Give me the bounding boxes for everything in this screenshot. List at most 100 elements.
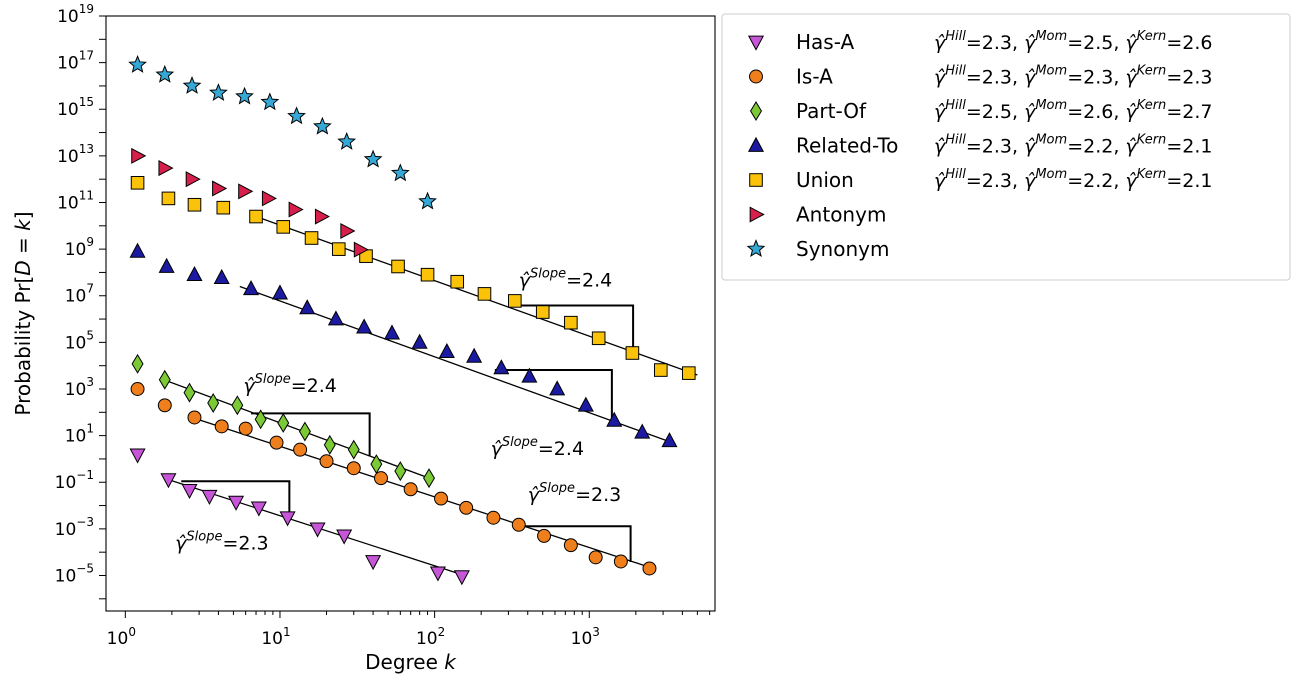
is-a-point xyxy=(537,528,552,543)
antonym-point xyxy=(288,201,304,218)
union-point xyxy=(477,287,492,301)
y-tick-label: 107 xyxy=(65,282,94,307)
has-a-point xyxy=(453,570,470,586)
antonym-point xyxy=(353,241,369,258)
synonym-point xyxy=(312,116,332,135)
related-to-point xyxy=(356,318,373,334)
related-to-point xyxy=(466,347,483,363)
y-tick-label: 101 xyxy=(65,422,94,447)
union-point xyxy=(653,363,668,377)
is-a-point xyxy=(130,382,145,396)
is-a-point xyxy=(613,554,628,569)
part-of-point xyxy=(423,468,436,489)
related-to-point xyxy=(213,268,230,284)
antonym-point xyxy=(261,190,277,207)
is-a-point xyxy=(187,410,202,425)
related-to-point xyxy=(634,423,651,439)
plot-area-frame xyxy=(105,15,716,612)
legend-estimates-is-a: γ̂Hill=2.3, γ̂Mom=2.3, γ̂Kern=2.3 xyxy=(934,64,1212,89)
related-to-point xyxy=(661,432,678,448)
legend-label-union: Union xyxy=(796,168,854,192)
legend: Has-A γ̂Hill=2.3, γ̂Mom=2.5, γ̂Kern=2.6 Is… xyxy=(721,13,1291,281)
has-a-point xyxy=(181,483,198,500)
antonym-point xyxy=(314,208,331,225)
union-point xyxy=(249,209,263,224)
y-axis: 10−5 10−3 10−1 101 103 105 107 109 1011 1013 1015 1… xyxy=(55,2,106,600)
has-a-point xyxy=(309,522,326,538)
legend-box xyxy=(721,13,1291,281)
related-to-point xyxy=(438,342,455,359)
union-slope-triangle xyxy=(514,304,635,348)
union-point xyxy=(625,346,640,360)
related-to-point xyxy=(493,359,510,375)
related-to-point xyxy=(186,265,203,282)
has-a-point xyxy=(228,495,245,511)
union-point xyxy=(276,220,291,234)
part-of-point xyxy=(254,409,267,430)
x-tick-label: 100 xyxy=(107,625,136,649)
union-point xyxy=(331,242,346,256)
x-axis: 100 101 102 103 xyxy=(107,611,711,649)
is-a-point xyxy=(374,471,388,486)
y-tick-label: 1019 xyxy=(57,2,94,27)
has-a-point xyxy=(201,489,218,505)
y-tick-label: 10−5 xyxy=(55,561,94,586)
is-a-point xyxy=(434,491,449,506)
antonym-point xyxy=(158,160,174,177)
synonym-point xyxy=(182,76,202,94)
part-of-point xyxy=(394,461,407,482)
part-of-point xyxy=(323,434,336,455)
legend-label-synonym: Synonym xyxy=(796,237,889,261)
union-point xyxy=(420,267,435,282)
related-to-slope-label: γ̂Slope=2.4 xyxy=(491,435,584,460)
synonym-point xyxy=(155,64,175,83)
related-to-point xyxy=(158,257,175,273)
part-of-slope-triangle xyxy=(251,412,371,457)
related-to-point xyxy=(129,242,146,258)
legend-marker-part-of xyxy=(750,101,762,121)
part-of-slope-label: γ̂Slope=2.4 xyxy=(243,372,336,397)
synonym-point xyxy=(287,106,306,125)
antonym-point xyxy=(238,183,254,200)
legend-marker-has-a xyxy=(747,35,765,51)
is-a-point xyxy=(459,500,474,515)
y-tick-label: 103 xyxy=(65,375,94,400)
antonym-point xyxy=(340,222,356,240)
has-a-point xyxy=(336,529,353,545)
related-to-point xyxy=(577,396,594,412)
synonym-point xyxy=(337,131,357,150)
legend-marker-is-a xyxy=(749,69,763,84)
legend-estimates-union: γ̂Hill=2.3, γ̂Mom=2.2, γ̂Kern=2.1 xyxy=(934,167,1212,192)
is-a-point xyxy=(403,482,418,497)
part-of-point xyxy=(370,454,383,475)
union-point xyxy=(216,200,231,215)
synonym-point xyxy=(363,149,383,168)
x-tick-label: 102 xyxy=(416,625,445,649)
y-tick-label: 1013 xyxy=(57,142,94,167)
is-a-point xyxy=(293,442,308,457)
part-of-point xyxy=(158,369,171,390)
is-a-point xyxy=(642,561,657,576)
synonym-point xyxy=(235,86,254,105)
legend-marker-union xyxy=(749,173,763,187)
union-point xyxy=(304,231,319,245)
y-tick-label: 105 xyxy=(65,328,94,353)
legend-label-has-a: Has-A xyxy=(796,30,854,54)
related-to-point xyxy=(383,324,401,340)
part-of-point xyxy=(231,395,244,416)
union-point xyxy=(130,175,145,190)
antonym-point xyxy=(131,147,147,164)
related-to-point xyxy=(606,411,623,427)
legend-estimates-part-of: γ̂Hill=2.5, γ̂Mom=2.6, γ̂Kern=2.7 xyxy=(934,98,1212,123)
x-axis-label: Degree k xyxy=(365,650,457,674)
is-a-slope-triangle xyxy=(524,525,632,562)
synonym-point xyxy=(209,83,228,101)
is-a-slope-label: γ̂Slope=2.3 xyxy=(528,481,621,506)
y-tick-label: 10−1 xyxy=(55,468,94,493)
y-axis-label: Probability Pr[D = k] xyxy=(11,211,35,415)
related-to-point xyxy=(299,299,316,315)
union-point xyxy=(187,197,202,212)
part-of-point xyxy=(277,412,290,433)
synonym-point xyxy=(418,191,437,210)
related-to-slope-triangle xyxy=(494,369,613,422)
